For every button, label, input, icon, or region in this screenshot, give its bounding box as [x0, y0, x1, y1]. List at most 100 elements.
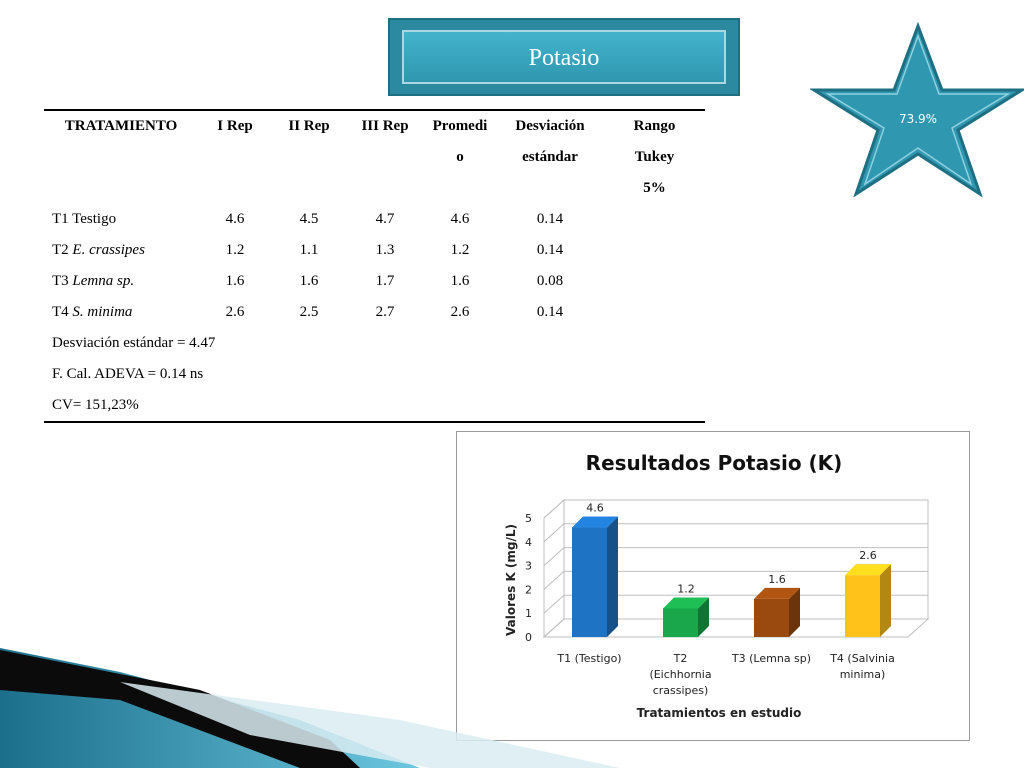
cell-tukey [604, 297, 705, 328]
table-row: T2 E. crassipes 1.2 1.1 1.3 1.2 0.14 [44, 235, 705, 266]
cell-tukey [604, 235, 705, 266]
y-tick-label: 5 [525, 512, 532, 525]
table-header-5: Desviación estándar [496, 110, 604, 204]
table-header-1: I Rep [198, 110, 272, 204]
cell-promedio: 2.6 [450, 304, 470, 320]
cell-rep2: 1.1 [299, 242, 319, 258]
cell-desviacion: 0.14 [536, 211, 564, 227]
table-row: T3 Lemna sp. 1.6 1.6 1.7 1.6 0.08 [44, 266, 705, 297]
bar-side [607, 516, 618, 637]
gridline-diagonal [543, 571, 565, 590]
star-badge [810, 22, 1024, 198]
treatment-cell: T3 Lemna sp. [52, 273, 135, 289]
cell-rep3: 1.7 [375, 273, 395, 289]
chart-title: Resultados Potasio (K) [586, 451, 843, 475]
cell-desviacion: 0.14 [536, 242, 564, 258]
chart-frame: Resultados Potasio (K) 0 1 2 3 4 5 Valores K (m… [456, 431, 970, 741]
table-note-row: CV= 151,23% [44, 390, 705, 422]
cell-desviacion: 0.08 [536, 273, 564, 289]
cell-rep2: 4.5 [299, 211, 319, 227]
table-row: T1 Testigo 4.6 4.5 4.7 4.6 0.14 [44, 204, 705, 235]
bar-side [698, 597, 709, 637]
treatment-cell: T1 Testigo [52, 211, 117, 227]
x-tick-label: T4 (Salvinia [829, 652, 895, 665]
table-header-line: Desviación [515, 118, 585, 134]
table-header-line: Tukey [634, 149, 675, 165]
page-title: Potasio [402, 30, 726, 84]
table-header-0: TRATAMIENTO [44, 110, 198, 204]
table-note-row: Desviación estándar = 4.47 [44, 328, 705, 359]
cell-rep2: 1.6 [299, 273, 319, 289]
cell-desviacion: 0.14 [536, 304, 564, 320]
title-banner: Potasio [388, 18, 740, 96]
bar-chart: Resultados Potasio (K) 0 1 2 3 4 5 Valores K (m… [504, 451, 930, 720]
data-label: 1.6 [768, 573, 786, 586]
table-header-line: 5% [643, 180, 666, 196]
gridline-diagonal [543, 618, 565, 638]
bar-top [845, 564, 891, 576]
table-header-line: TRATAMIENTO [64, 118, 178, 134]
y-tick-label: 1 [525, 607, 532, 620]
table-note: F. Cal. ADEVA = 0.14 ns [52, 366, 204, 382]
cell-tukey [604, 266, 705, 297]
table-header-6: Rango Tukey 5% [604, 110, 705, 204]
cell-rep3: 1.3 [375, 242, 395, 258]
bar-top [754, 587, 800, 599]
x-tick-label: crassipes) [653, 684, 709, 697]
table-row: T4 S. minima 2.6 2.5 2.7 2.6 0.14 [44, 297, 705, 328]
bar [572, 527, 607, 637]
table-header-line: o [456, 149, 464, 165]
x-tick-label: T2 [673, 652, 688, 665]
gridline-diagonal [543, 523, 565, 543]
table-header-line: II Rep [288, 118, 330, 134]
gridline-diagonal [543, 547, 565, 566]
cell-promedio: 1.2 [450, 242, 470, 258]
bar-side [880, 564, 891, 637]
table-note: CV= 151,23% [52, 397, 139, 413]
cell-rep3: 4.7 [375, 211, 395, 227]
cell-rep1: 1.2 [225, 242, 245, 258]
table-header-line: estándar [522, 149, 578, 165]
cell-tukey [604, 204, 705, 235]
bar [663, 608, 698, 637]
gridline-diagonal [543, 594, 565, 614]
treatment-cell: T2 E. crassipes [52, 242, 145, 258]
data-label: 1.2 [677, 582, 695, 595]
cell-promedio: 1.6 [450, 273, 470, 289]
y-tick-label: 2 [525, 583, 532, 596]
x-axis-label: Tratamientos en estudio [637, 706, 802, 720]
y-axis-label: Valores K (mg/L) [504, 524, 518, 636]
results-table: TRATAMIENTO I Rep II Rep III Rep Promedi o Des… [44, 109, 705, 423]
table-header-row: TRATAMIENTO I Rep II Rep III Rep Promedi o Des… [44, 110, 705, 204]
table-header-4: Promedi o [424, 110, 496, 204]
table-note: Desviación estándar = 4.47 [52, 335, 216, 351]
y-tick-label: 4 [525, 536, 532, 549]
treatment-cell: T4 S. minima [52, 304, 133, 320]
x-tick-label: T3 (Lemna sp) [731, 652, 811, 665]
table-header-line: Promedi [432, 118, 488, 134]
x-tick-label: (Eichhornia [649, 668, 711, 681]
bar-top [572, 516, 618, 528]
bar [754, 598, 789, 637]
table-header-line: Rango [633, 118, 676, 134]
table-header-line: I Rep [217, 118, 253, 134]
bar [845, 575, 880, 637]
table-header-2: II Rep [272, 110, 346, 204]
bar-top [663, 597, 709, 609]
y-tick-label: 3 [525, 560, 532, 573]
chart-side-wall [543, 498, 565, 639]
gridline-diagonal [543, 499, 565, 519]
cell-rep2: 2.5 [299, 304, 319, 320]
x-tick-label: T1 (Testigo) [556, 652, 621, 665]
star-badge-value: 73.9% [898, 112, 938, 126]
table-header-line: III Rep [361, 118, 409, 134]
data-label: 2.6 [859, 549, 877, 562]
cell-rep3: 2.7 [375, 304, 395, 320]
x-tick-label: minima) [840, 668, 886, 681]
cell-rep1: 4.6 [225, 211, 245, 227]
table-note-row: F. Cal. ADEVA = 0.14 ns [44, 359, 705, 390]
y-tick-label: 0 [525, 631, 532, 644]
table-header-3: III Rep [346, 110, 424, 204]
bar-side [789, 587, 800, 637]
cell-rep1: 2.6 [225, 304, 245, 320]
